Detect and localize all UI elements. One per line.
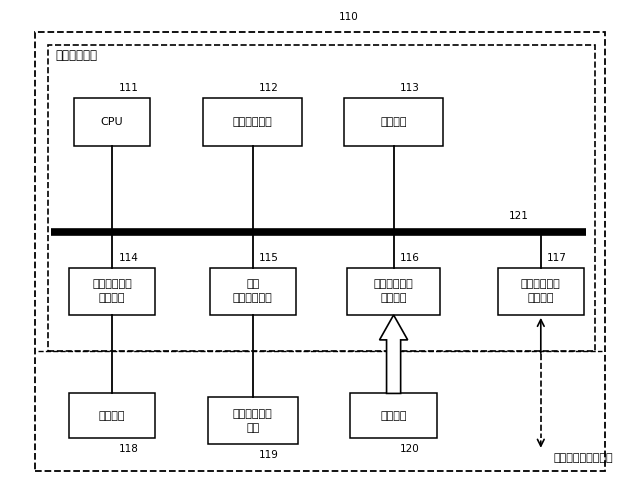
Text: 120: 120	[400, 444, 420, 454]
Bar	[48, 45, 595, 351]
Text: 他のコンピュータ等: 他のコンピュータ等	[554, 453, 613, 463]
Text: 入力インター
フェイス: 入力インター フェイス	[92, 279, 132, 303]
Text: 121: 121	[509, 211, 529, 221]
Text: 116: 116	[400, 252, 420, 263]
Bar	[208, 397, 298, 444]
Bar	[347, 268, 440, 315]
Text: 119: 119	[259, 450, 279, 461]
Text: 111: 111	[118, 83, 138, 94]
Text: 118: 118	[118, 444, 138, 454]
Text: 通信インター
フェイス: 通信インター フェイス	[521, 279, 561, 303]
FancyArrow shape	[380, 315, 408, 393]
Text: 115: 115	[259, 252, 279, 263]
Text: コンピュータ: コンピュータ	[56, 49, 98, 62]
Text: 記憶装置: 記憶装置	[380, 117, 407, 127]
Bar	[35, 32, 605, 471]
Text: 表示
コントローラ: 表示 コントローラ	[233, 279, 273, 303]
Bar	[351, 393, 436, 438]
Text: 入力機器: 入力機器	[99, 411, 125, 421]
Text: 113: 113	[400, 83, 420, 94]
Text: 110: 110	[339, 12, 358, 22]
Bar	[210, 268, 296, 315]
Text: ディスプレイ
装置: ディスプレイ 装置	[233, 409, 273, 433]
Text: 114: 114	[118, 252, 138, 263]
Bar	[68, 268, 155, 315]
Bar	[498, 268, 584, 315]
Text: メインメモリ: メインメモリ	[233, 117, 273, 127]
Text: データリーダ
／ライタ: データリーダ ／ライタ	[374, 279, 413, 303]
Bar	[344, 99, 444, 145]
Bar	[68, 393, 155, 438]
Text: 112: 112	[259, 83, 279, 94]
Text: 117: 117	[547, 252, 567, 263]
Bar	[204, 99, 302, 145]
Text: 記録媒体: 記録媒体	[380, 411, 407, 421]
Text: CPU: CPU	[100, 117, 124, 127]
Bar	[74, 99, 150, 145]
